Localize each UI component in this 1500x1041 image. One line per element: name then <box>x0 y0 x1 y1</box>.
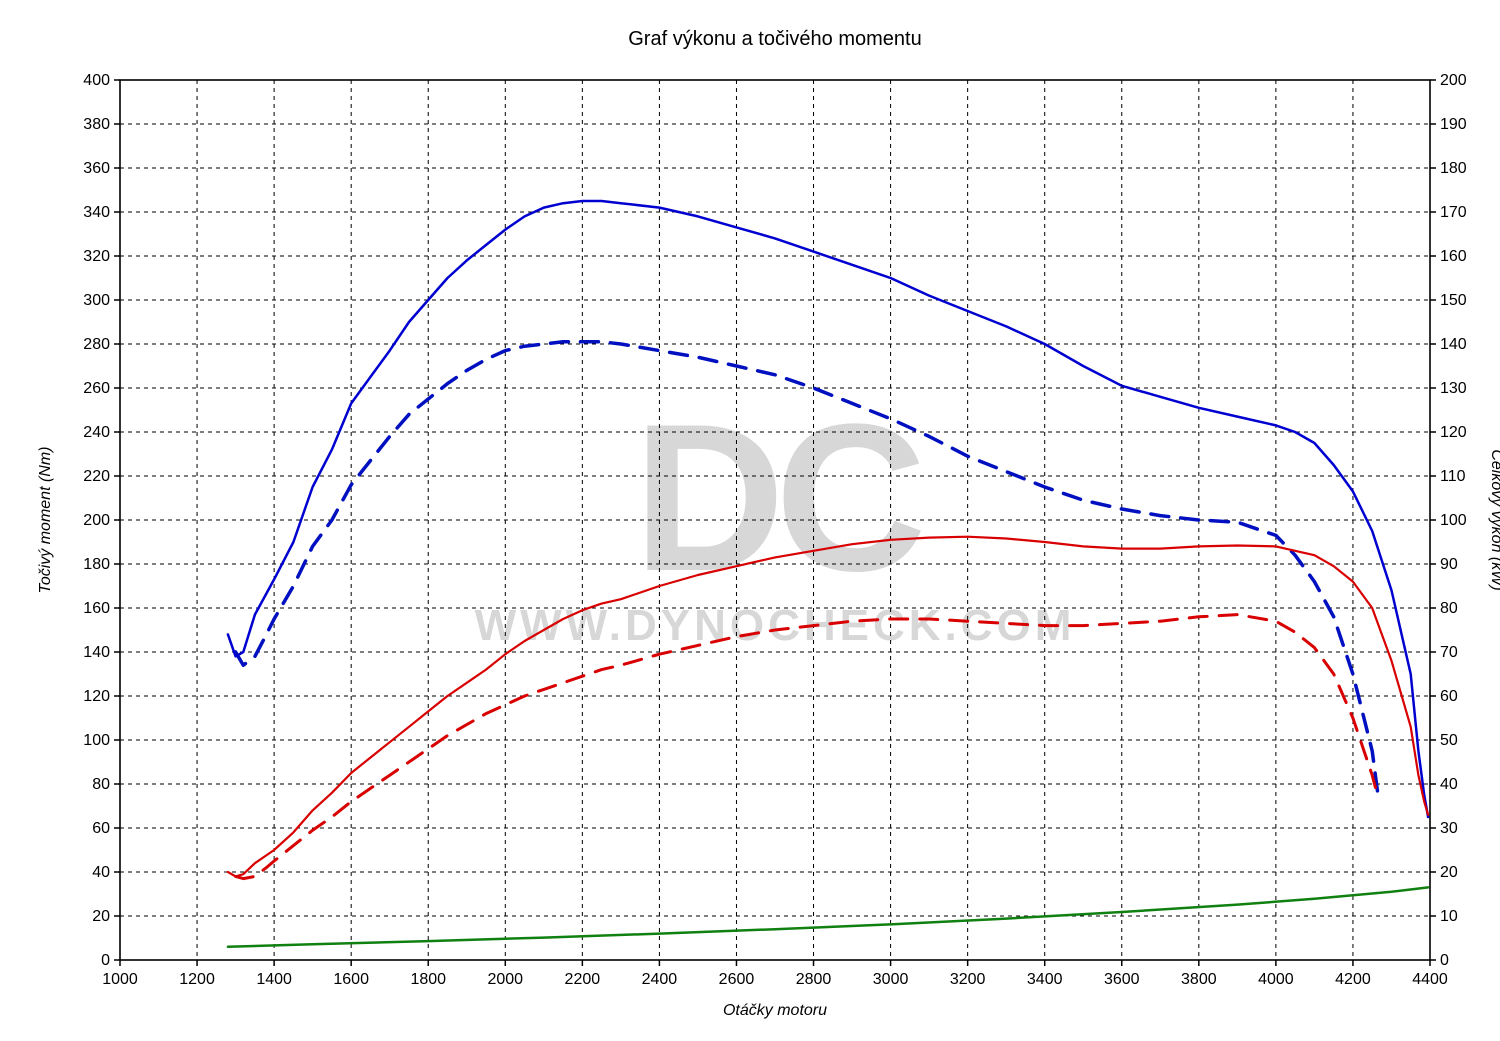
yl-tick-label: 280 <box>83 336 110 353</box>
yr-tick-label: 170 <box>1440 204 1467 221</box>
yr-tick-label: 60 <box>1440 688 1458 705</box>
yr-tick-label: 90 <box>1440 556 1458 573</box>
yr-tick-label: 10 <box>1440 908 1458 925</box>
yl-tick-label: 320 <box>83 248 110 265</box>
x-tick-label: 2000 <box>487 971 523 988</box>
yr-tick-label: 110 <box>1440 468 1466 485</box>
x-tick-label: 1000 <box>102 971 138 988</box>
yr-tick-label: 70 <box>1440 644 1458 661</box>
y-right-axis-label: Celkový výkon (kW) <box>1488 449 1500 590</box>
yl-tick-label: 360 <box>83 160 110 177</box>
x-tick-label: 1800 <box>410 971 446 988</box>
chart-title: Graf výkonu a točivého momentu <box>628 28 921 50</box>
yl-tick-label: 220 <box>83 468 110 485</box>
yr-tick-label: 0 <box>1440 952 1449 969</box>
yr-tick-label: 160 <box>1440 248 1467 265</box>
yl-tick-label: 160 <box>83 600 110 617</box>
yl-tick-label: 20 <box>92 908 110 925</box>
yr-tick-label: 190 <box>1440 116 1467 133</box>
x-tick-label: 2800 <box>796 971 832 988</box>
yl-tick-label: 40 <box>92 864 110 881</box>
x-tick-label: 1600 <box>333 971 369 988</box>
yl-tick-label: 400 <box>83 72 110 89</box>
yl-tick-label: 380 <box>83 116 110 133</box>
yr-tick-label: 20 <box>1440 864 1458 881</box>
yl-tick-label: 0 <box>101 952 110 969</box>
yl-tick-label: 80 <box>92 776 110 793</box>
yl-tick-label: 120 <box>83 688 110 705</box>
x-tick-label: 4200 <box>1335 971 1371 988</box>
yr-tick-label: 80 <box>1440 600 1458 617</box>
yr-tick-label: 200 <box>1440 72 1467 89</box>
x-axis-label: Otáčky motoru <box>723 1002 827 1019</box>
x-tick-label: 1400 <box>256 971 292 988</box>
yl-tick-label: 100 <box>83 732 110 749</box>
x-tick-label: 4000 <box>1258 971 1294 988</box>
yl-tick-label: 260 <box>83 380 110 397</box>
x-tick-label: 4400 <box>1412 971 1448 988</box>
x-tick-label: 2400 <box>642 971 678 988</box>
x-tick-label: 3800 <box>1181 971 1217 988</box>
yr-tick-label: 150 <box>1440 292 1467 309</box>
x-tick-label: 2200 <box>565 971 601 988</box>
yr-tick-label: 130 <box>1440 380 1467 397</box>
x-tick-label: 2600 <box>719 971 755 988</box>
x-tick-label: 3600 <box>1104 971 1140 988</box>
x-tick-label: 1200 <box>179 971 215 988</box>
yr-tick-label: 180 <box>1440 160 1467 177</box>
yr-tick-label: 140 <box>1440 336 1467 353</box>
dyno-chart: DCWWW.DYNOCHECK.COM 10001200140016001800… <box>0 0 1500 1041</box>
yl-tick-label: 200 <box>83 512 110 529</box>
yr-tick-label: 40 <box>1440 776 1458 793</box>
x-tick-label: 3400 <box>1027 971 1063 988</box>
yl-tick-label: 240 <box>83 424 110 441</box>
x-tick-label: 3000 <box>873 971 909 988</box>
yl-tick-label: 340 <box>83 204 110 221</box>
yr-tick-label: 30 <box>1440 820 1458 837</box>
yl-tick-label: 180 <box>83 556 110 573</box>
yl-tick-label: 140 <box>83 644 110 661</box>
yl-tick-label: 60 <box>92 820 110 837</box>
yr-tick-label: 50 <box>1440 732 1458 749</box>
yr-tick-label: 120 <box>1440 424 1467 441</box>
yr-tick-label: 100 <box>1440 512 1467 529</box>
y-left-axis-label: Točivý moment (Nm) <box>37 447 54 594</box>
yl-tick-label: 300 <box>83 292 110 309</box>
x-tick-label: 3200 <box>950 971 986 988</box>
